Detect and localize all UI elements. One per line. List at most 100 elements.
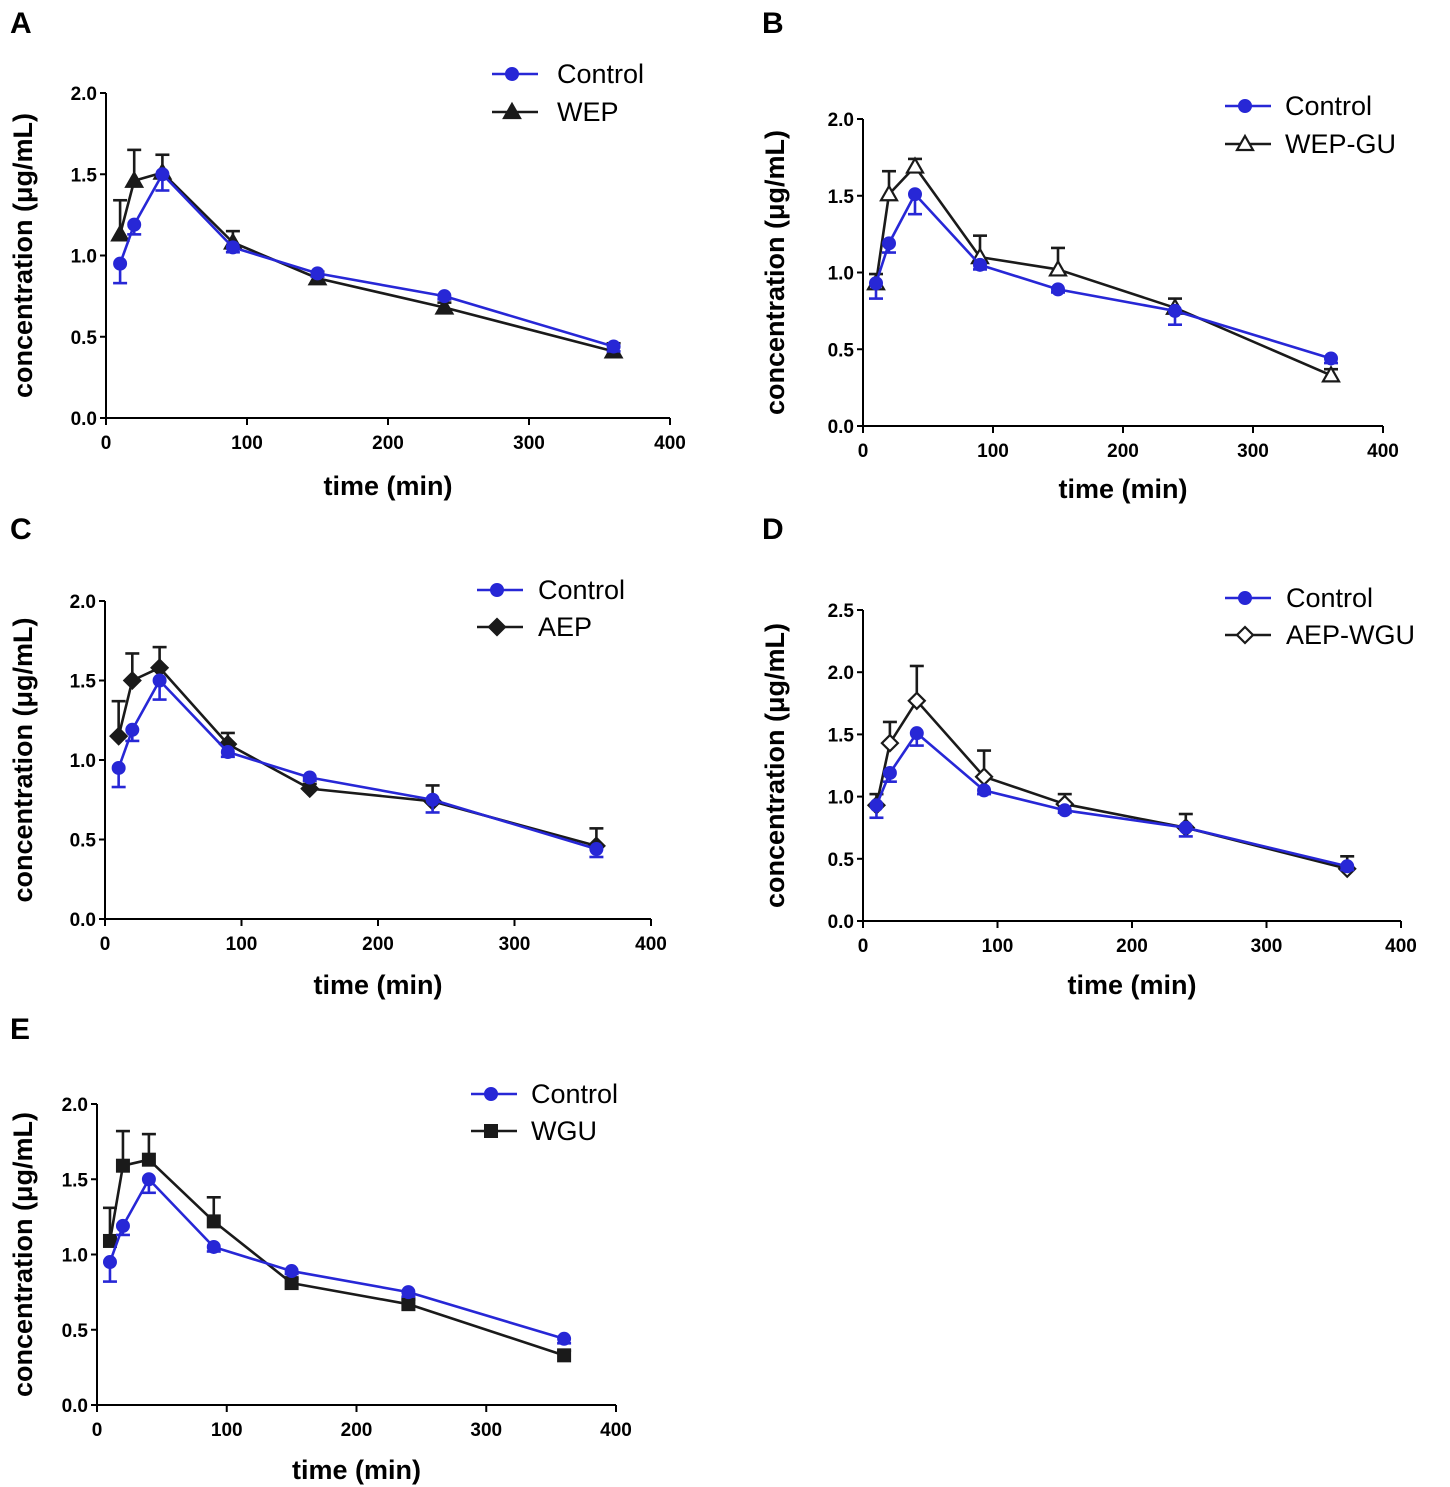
y-tick-label: 1.5 (70, 672, 97, 693)
legend-marker (502, 101, 522, 120)
x-tick-label: 100 (982, 936, 1014, 957)
data-point (879, 183, 899, 202)
x-tick-label: 200 (341, 1420, 373, 1441)
y-tick-label: 2.0 (828, 110, 854, 131)
data-point (869, 276, 883, 291)
legend-label: AEP (538, 612, 592, 642)
y-tick-label: 1.0 (71, 247, 97, 268)
y-axis-title: concentration (μg/mL) (760, 130, 790, 415)
series-line (874, 165, 1332, 377)
y-tick-label: 1.5 (62, 1170, 89, 1191)
data-point (907, 691, 927, 711)
x-axis-title: time (min) (313, 970, 442, 1000)
data-point (909, 726, 924, 741)
data-point (606, 339, 621, 354)
legend-marker (505, 67, 519, 81)
data-point (300, 779, 320, 799)
series-control (113, 167, 621, 354)
data-point (115, 1218, 130, 1233)
legend-marker (484, 1087, 498, 1101)
data-point (122, 670, 142, 691)
data-point (869, 798, 884, 813)
data-point (1051, 282, 1065, 297)
data-point (1324, 351, 1338, 366)
x-axis-title: time (min) (292, 1455, 421, 1485)
legend-label: Control (538, 575, 625, 605)
data-point (1168, 303, 1182, 318)
x-tick-label: 200 (362, 934, 394, 955)
y-tick-label: 1.0 (70, 751, 96, 772)
x-tick-label: 400 (1385, 936, 1417, 957)
legend-item-control: Control (477, 575, 625, 605)
data-point (141, 1172, 156, 1187)
legend-label: Control (1285, 91, 1372, 121)
x-tick-label: 300 (1251, 936, 1283, 957)
x-tick-label: 200 (1116, 936, 1148, 957)
data-point (977, 783, 992, 798)
panel-letter: A (10, 7, 32, 40)
legend-item-control: Control (492, 59, 644, 89)
data-point (125, 722, 140, 737)
y-tick-label: 1.5 (828, 725, 855, 746)
panel-letter: D (762, 513, 784, 546)
data-point (102, 1255, 117, 1270)
data-point (1178, 820, 1193, 835)
legend-label: AEP-WGU (1286, 620, 1415, 650)
data-point (206, 1214, 221, 1229)
series-wgu (102, 1129, 572, 1363)
panel-letter: B (762, 7, 784, 40)
series-control (102, 1172, 572, 1346)
legend-label: Control (557, 59, 644, 89)
data-point (220, 745, 235, 760)
series-line (118, 172, 614, 348)
y-tick-label: 1.0 (62, 1246, 88, 1267)
data-point (882, 236, 896, 251)
data-point (401, 1285, 416, 1300)
legend-label: Control (531, 1079, 618, 1109)
x-tick-label: 100 (211, 1420, 243, 1441)
x-tick-label: 400 (600, 1420, 632, 1441)
x-tick-label: 100 (231, 433, 263, 454)
data-point (880, 733, 900, 753)
data-point (1048, 259, 1068, 277)
legend-label: WEP-GU (1285, 129, 1396, 159)
y-tick-label: 0.0 (70, 910, 96, 931)
legend-item-control: Control (1225, 583, 1373, 613)
x-tick-label: 300 (513, 433, 545, 454)
y-tick-label: 0.5 (828, 340, 855, 361)
series-wep-gu (866, 156, 1341, 383)
series-line (108, 1177, 565, 1341)
series-line (874, 192, 1332, 360)
data-point (206, 1239, 221, 1254)
x-axis-title: time (min) (1058, 474, 1187, 504)
legend-marker (490, 583, 504, 597)
y-tick-label: 0.5 (828, 850, 855, 871)
data-point (310, 266, 325, 281)
series-aep-wgu (866, 664, 1357, 879)
legend-marker (484, 1124, 498, 1138)
legend-marker (1238, 591, 1252, 605)
series-line (108, 1158, 565, 1357)
data-point (155, 167, 170, 182)
legend-label: WGU (531, 1116, 597, 1146)
legend-item-wep-gu: WEP-GU (1225, 129, 1396, 159)
data-point (152, 673, 167, 688)
data-point (589, 842, 604, 857)
y-tick-label: 2.0 (62, 1095, 88, 1116)
y-tick-label: 1.0 (828, 788, 854, 809)
x-tick-label: 0 (100, 934, 111, 955)
data-point (437, 289, 452, 304)
y-tick-label: 2.0 (70, 592, 96, 613)
legend-label: WEP (557, 97, 619, 127)
y-tick-label: 0.0 (62, 1396, 88, 1417)
legend-item-control: Control (1225, 91, 1372, 121)
legend-item-wep: WEP (492, 97, 619, 127)
y-axis-title: concentration (μg/mL) (8, 617, 38, 902)
data-point (284, 1276, 299, 1291)
data-point (905, 156, 925, 174)
chart-panel-d: D 0.0 0.5 1.0 1.5 2.0 2.5 0 100 200 300 400 time (mi… (760, 513, 1417, 1000)
chart-panel-b: B 0.0 0.5 1.0 1.5 2.0 0 100 200 300 400 time (min) c… (760, 7, 1399, 504)
series-line (117, 679, 597, 851)
x-tick-label: 0 (858, 936, 869, 957)
